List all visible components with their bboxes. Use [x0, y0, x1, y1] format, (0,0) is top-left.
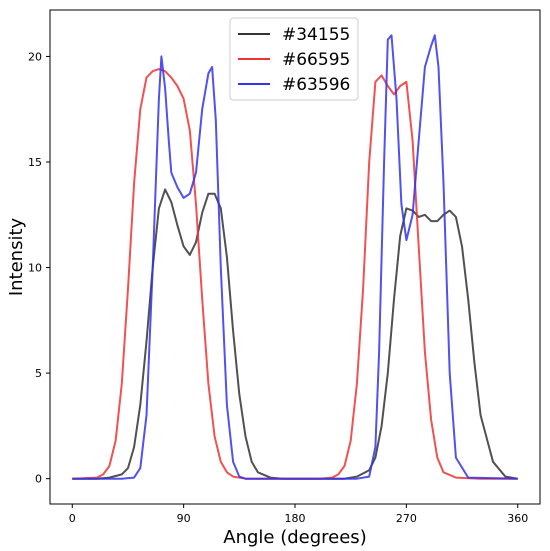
x-axis-ticks: 0 90 180 270 360 [69, 504, 528, 525]
legend: #34155 #66595 #63596 [229, 17, 359, 101]
series-line-3 [72, 34, 518, 480]
y-axis-ticks: 0 5 10 15 20 [28, 50, 50, 486]
y-axis-label: Intensity [6, 217, 27, 296]
x-tick-label: 270 [396, 512, 417, 525]
x-axis-label: Angle (degrees) [223, 527, 366, 548]
x-tick-label: 0 [69, 512, 76, 525]
legend-entry-2: #66595 [238, 50, 350, 70]
x-tick-label: 360 [507, 512, 528, 525]
series-layer [72, 34, 518, 480]
legend-label-2: #66595 [282, 50, 350, 70]
y-tick-label: 15 [28, 156, 42, 169]
legend-label-3: #63596 [282, 75, 350, 95]
legend-entry-3: #63596 [238, 75, 350, 95]
x-tick-label: 90 [177, 512, 191, 525]
legend-box [229, 17, 359, 101]
y-tick-label: 10 [28, 262, 42, 275]
legend-label-1: #34155 [282, 25, 350, 45]
x-tick-label: 180 [285, 512, 306, 525]
legend-entry-1: #34155 [238, 25, 350, 45]
y-tick-label: 0 [35, 473, 42, 486]
y-tick-label: 5 [35, 367, 42, 380]
y-tick-label: 20 [28, 50, 42, 63]
